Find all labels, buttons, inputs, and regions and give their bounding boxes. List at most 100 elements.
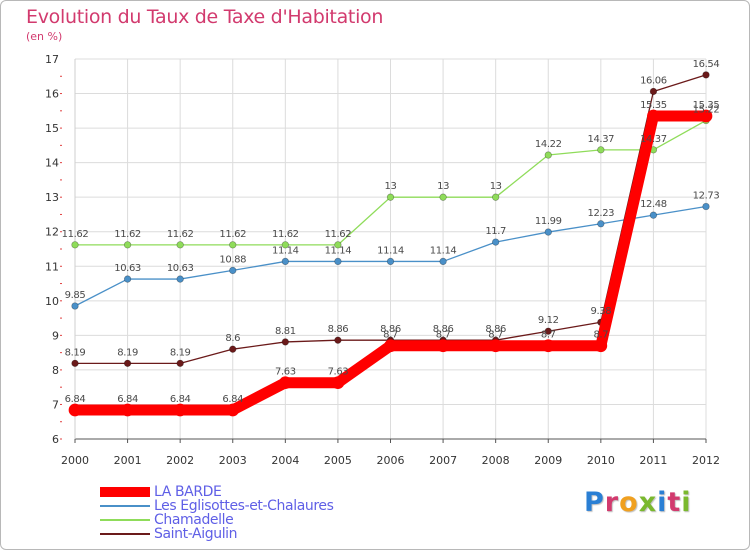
data-label: 8.86: [433, 324, 454, 335]
data-point: [384, 339, 397, 353]
data-label: 8.7: [436, 330, 451, 341]
data-point: [229, 241, 237, 249]
data-label: 8.7: [593, 330, 608, 341]
legend-label: Chamadelle: [154, 512, 234, 528]
legend-label: LA BARDE: [154, 484, 222, 500]
data-label: 9.38: [590, 306, 611, 317]
data-label: 14.37: [640, 134, 667, 145]
data-label: 8.7: [383, 330, 398, 341]
data-label: 15.35: [693, 100, 720, 111]
y-tick-label: 15: [45, 122, 59, 135]
data-label: 8.86: [485, 324, 506, 335]
data-label: 8.7: [541, 330, 556, 341]
data-point: [702, 71, 710, 79]
data-point: [281, 257, 289, 266]
data-point: [594, 339, 608, 353]
data-label: 10.63: [114, 263, 141, 274]
data-label: 11.62: [272, 229, 299, 240]
data-point: [176, 241, 184, 249]
data-label: 11.7: [485, 226, 506, 237]
data-label: 16.54: [693, 59, 720, 70]
data-point: [439, 193, 447, 201]
chart-title: Evolution du Taux de Taxe d'Habitation: [26, 6, 384, 28]
data-label: 12.48: [640, 199, 667, 210]
y-axis-ticks: 6 7 8 9 10 11 12 13 14 15 16 17: [45, 53, 59, 446]
data-label: 8.19: [170, 347, 191, 358]
x-tick-label: 2004: [271, 454, 299, 467]
x-tick-label: 2006: [377, 454, 405, 467]
data-label: 8.86: [328, 324, 349, 335]
data-label: 10.63: [167, 263, 194, 274]
data-point: [334, 257, 342, 266]
data-label: 11.62: [167, 229, 194, 240]
legend-swatch: [100, 487, 150, 497]
data-label: 8.7: [488, 330, 503, 341]
y-tick-label: 14: [45, 157, 59, 170]
data-label: 12.73: [693, 191, 720, 202]
y-tick-label: 9: [52, 329, 59, 342]
x-tick-label: 2003: [219, 454, 247, 467]
data-label: 14.37: [588, 134, 615, 145]
data-label: 14.22: [535, 139, 562, 150]
x-tick-label: 2011: [639, 454, 667, 467]
data-point: [541, 339, 555, 353]
data-point: [176, 275, 184, 283]
data-label: 11.14: [377, 245, 404, 256]
data-label: 16.06: [640, 75, 667, 86]
data-label: 13: [385, 181, 397, 192]
data-point: [226, 403, 240, 417]
data-label: 11.62: [325, 229, 352, 240]
legend-swatch: [100, 519, 150, 521]
data-label: 7.63: [275, 367, 296, 378]
proxiti-logo: Proxiti: [584, 487, 692, 518]
y-tick-label: 10: [45, 295, 59, 308]
grid-lines: [60, 58, 707, 440]
data-point: [68, 403, 82, 417]
series-les-eglisottes-et-chalaures: [71, 202, 710, 310]
chart-subtitle: (en %): [26, 30, 63, 43]
data-label: 8.86: [380, 324, 401, 335]
legend-label: Les Eglisottes-et-Chalaures: [154, 498, 334, 514]
data-point: [176, 359, 184, 367]
data-point: [649, 211, 658, 219]
data-label: 12.23: [588, 208, 615, 219]
data-label: 15.22: [693, 104, 720, 115]
data-point: [647, 109, 660, 123]
data-point: [334, 336, 342, 344]
data-point: [544, 228, 552, 236]
data-point: [492, 193, 500, 201]
data-point: [439, 257, 447, 266]
data-point: [71, 302, 79, 310]
data-point: [699, 109, 713, 123]
x-tick-label: 2000: [61, 454, 89, 467]
data-label: 6.84: [170, 394, 191, 405]
data-label: 11.14: [430, 245, 457, 256]
data-label: 8.6: [225, 333, 240, 344]
data-point: [229, 345, 237, 353]
data-point: [121, 403, 134, 417]
data-point: [173, 403, 187, 417]
x-tick-label: 2012: [692, 454, 720, 467]
data-point: [123, 275, 132, 283]
data-point: [331, 376, 345, 390]
data-point: [278, 376, 292, 390]
data-label: 7.63: [328, 367, 349, 378]
series-la-barde: [68, 109, 713, 417]
data-label: 6.84: [222, 394, 243, 405]
data-label: 9.85: [65, 290, 86, 301]
data-label: 10.88: [219, 254, 246, 265]
data-point: [544, 151, 552, 159]
data-point: [71, 241, 79, 249]
x-axis-ticks: 2000 2001 2002 2003 2004 2005 2006 2007 2008 2009…: [61, 454, 720, 467]
data-label: 11.14: [272, 245, 299, 256]
data-point: [334, 241, 342, 249]
data-point: [702, 202, 710, 211]
data-point: [281, 338, 289, 346]
data-series: [68, 71, 713, 417]
x-tick-label: 2010: [587, 454, 615, 467]
x-tick-label: 2001: [114, 454, 142, 467]
data-point: [597, 146, 605, 154]
y-tick-label: 7: [52, 398, 59, 411]
x-tick-label: 2007: [429, 454, 457, 467]
